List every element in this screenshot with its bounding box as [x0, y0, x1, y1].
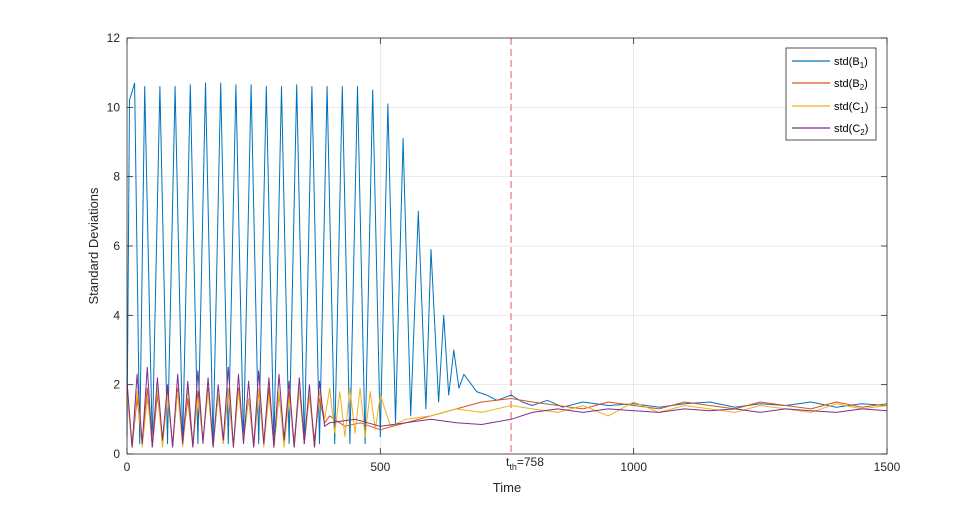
series-line-b1 [126, 82, 888, 445]
y-tick-label: 4 [113, 308, 120, 322]
legend-label-c2-end: ) [865, 123, 869, 135]
threshold-label-sub: th [509, 462, 517, 472]
y-tick-label: 10 [107, 100, 121, 114]
y-tick-label: 12 [107, 31, 121, 45]
legend-label-c2-main: std(C [834, 123, 860, 135]
legend-label-b1-sub: 1 [860, 61, 865, 70]
legend-label-b2-end: ) [864, 78, 868, 90]
y-tick-label: 8 [113, 170, 120, 184]
legend: std(B1) std(B2) std(C1) std(C2) [785, 47, 877, 141]
legend-label-b2-sub: 2 [860, 83, 865, 92]
y-tick-label: 2 [113, 378, 120, 392]
legend-label-c1-end: ) [865, 101, 869, 113]
legend-label-c1-main: std(C [834, 101, 860, 113]
grid-lines [127, 38, 887, 454]
legend-label-c1-sub: 1 [860, 106, 865, 115]
x-axis-label: Time [493, 480, 521, 495]
y-tick-label: 6 [113, 239, 120, 253]
x-tick-label: 0 [124, 460, 131, 474]
legend-box [785, 47, 877, 141]
y-tick-label: 0 [113, 447, 120, 461]
threshold-annotation: tth=758 [506, 455, 544, 472]
series-group [126, 82, 888, 448]
x-tick-label: 500 [370, 460, 390, 474]
legend-label-c2-sub: 2 [860, 128, 865, 137]
legend-label-b1-main: std(B [834, 56, 860, 68]
legend-entry-b2: std(B2) [834, 78, 868, 92]
x-tick-label: 1500 [874, 460, 901, 474]
series-line-c2 [126, 366, 888, 448]
threshold-label-value: =758 [517, 455, 544, 469]
threshold-label-main: t [506, 455, 510, 469]
y-axis-label: Standard Deviations [86, 187, 101, 305]
legend-entry-c2: std(C2) [834, 123, 868, 137]
x-tick-label: 1000 [620, 460, 647, 474]
legend-label-b2-main: std(B [834, 78, 860, 90]
legend-entry-b1: std(B1) [834, 56, 868, 70]
legend-entry-c1: std(C1) [834, 101, 868, 115]
legend-label-b1-end: ) [864, 56, 868, 68]
